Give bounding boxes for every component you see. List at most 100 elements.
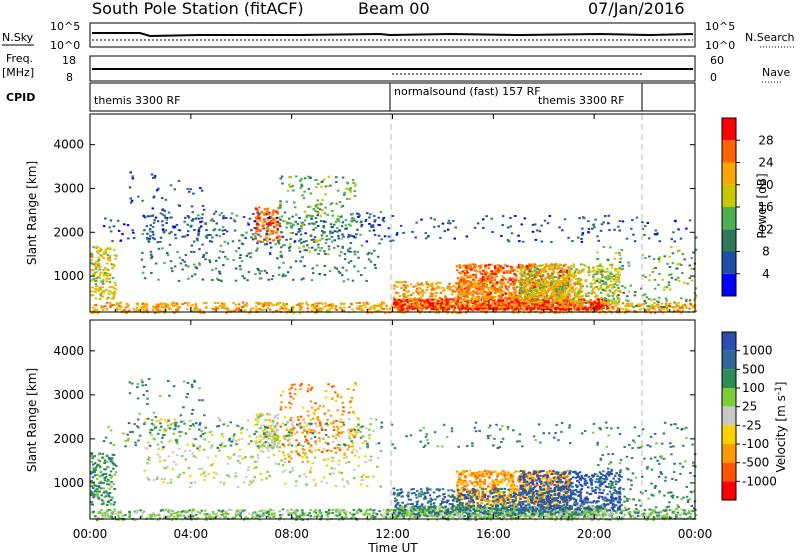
radar-return xyxy=(315,186,318,188)
radar-return xyxy=(603,307,606,309)
radar-return xyxy=(415,300,418,302)
radar-return xyxy=(281,183,284,185)
radar-return xyxy=(113,249,116,251)
radar-return xyxy=(613,275,616,277)
radar-return xyxy=(370,308,373,310)
radar-return xyxy=(276,304,279,306)
radar-return xyxy=(679,514,682,516)
radar-return xyxy=(247,222,250,224)
radar-return xyxy=(284,212,287,214)
radar-return xyxy=(326,309,329,311)
radar-return xyxy=(350,242,353,244)
radar-return xyxy=(648,256,651,258)
radar-return xyxy=(119,308,122,310)
radar-return xyxy=(312,272,315,274)
radar-return xyxy=(493,277,496,279)
radar-return xyxy=(98,269,101,271)
radar-return xyxy=(195,218,198,220)
radar-return xyxy=(604,276,607,278)
radar-return xyxy=(317,244,320,246)
radar-return xyxy=(653,258,656,260)
radar-return xyxy=(110,263,113,265)
radar-return xyxy=(215,234,218,236)
radar-return xyxy=(292,185,295,187)
radar-return xyxy=(332,509,335,511)
radar-return xyxy=(306,215,309,217)
radar-return xyxy=(192,218,195,220)
radar-return xyxy=(350,303,353,305)
radar-return xyxy=(110,220,113,222)
radar-return xyxy=(281,176,284,178)
radar-return xyxy=(505,278,508,280)
radar-return xyxy=(578,270,581,272)
radar-return xyxy=(420,219,423,221)
radar-return xyxy=(269,242,272,244)
power-ylabel: Slant Range [km] xyxy=(25,161,39,265)
radar-return xyxy=(616,268,619,270)
radar-return xyxy=(359,234,362,236)
radar-return xyxy=(476,304,479,306)
radar-return xyxy=(140,307,143,309)
radar-return xyxy=(568,286,571,288)
radar-return xyxy=(607,259,610,261)
radar-return xyxy=(338,220,341,222)
radar-return xyxy=(565,284,568,286)
radar-return xyxy=(524,286,527,288)
radar-return xyxy=(653,298,656,300)
radar-return xyxy=(541,264,544,266)
radar-return xyxy=(99,277,102,279)
radar-return xyxy=(626,238,629,240)
radar-return xyxy=(503,309,506,311)
radar-return xyxy=(403,304,406,306)
radar-return xyxy=(254,227,257,229)
radar-return xyxy=(365,220,368,222)
radar-return xyxy=(244,237,247,239)
radar-return xyxy=(495,291,498,293)
radar-return xyxy=(258,510,261,512)
radar-return xyxy=(653,302,656,304)
radar-return xyxy=(588,295,591,297)
radar-return xyxy=(345,219,348,221)
radar-return xyxy=(605,283,608,285)
radar-return xyxy=(603,301,606,303)
radar-return xyxy=(525,294,528,296)
radar-return xyxy=(309,215,312,217)
radar-return xyxy=(113,291,116,293)
radar-return xyxy=(561,229,564,231)
radar-return xyxy=(470,274,473,276)
radar-return xyxy=(289,232,292,234)
radar-return xyxy=(218,229,221,231)
radar-return xyxy=(360,274,363,276)
radar-return xyxy=(500,271,503,273)
radar-return xyxy=(590,286,593,288)
radar-return xyxy=(241,260,244,262)
radar-return xyxy=(438,304,441,306)
radar-return xyxy=(174,265,177,267)
radar-return xyxy=(239,265,242,267)
radar-return xyxy=(109,273,112,275)
radar-return xyxy=(542,275,545,277)
radar-return xyxy=(672,231,675,233)
radar-return xyxy=(144,305,147,307)
radar-return xyxy=(97,516,100,518)
radar-return xyxy=(377,256,380,258)
radar-return xyxy=(137,304,140,306)
radar-return xyxy=(152,234,155,236)
radar-return xyxy=(630,285,633,287)
radar-return xyxy=(315,217,318,219)
radar-return xyxy=(341,233,344,235)
radar-return xyxy=(188,216,191,218)
radar-return xyxy=(212,220,215,222)
radar-return xyxy=(349,235,352,237)
radar-return xyxy=(591,228,594,230)
radar-return xyxy=(565,308,568,310)
radar-return xyxy=(619,290,622,292)
radar-return xyxy=(689,303,692,305)
radar-return xyxy=(556,305,559,307)
radar-return xyxy=(345,224,348,226)
radar-return xyxy=(485,283,488,285)
radar-return xyxy=(321,199,324,201)
radar-return xyxy=(491,218,494,220)
radar-return xyxy=(647,222,650,224)
radar-return xyxy=(564,305,567,307)
